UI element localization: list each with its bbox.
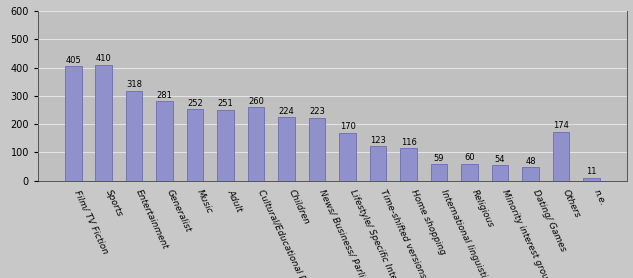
Bar	[217, 110, 234, 181]
Bar	[553, 131, 570, 181]
Text: 252: 252	[187, 99, 203, 108]
Bar	[187, 110, 203, 181]
Bar	[370, 146, 387, 181]
Bar	[95, 65, 112, 181]
Text: 48: 48	[525, 157, 536, 166]
Bar	[156, 101, 173, 181]
Text: 60: 60	[464, 153, 475, 162]
Bar	[400, 148, 417, 181]
Text: 223: 223	[309, 107, 325, 116]
Text: 11: 11	[586, 167, 597, 176]
Bar	[309, 118, 325, 181]
Bar	[65, 66, 82, 181]
Text: 59: 59	[434, 154, 444, 163]
Bar	[126, 91, 142, 181]
Text: 174: 174	[553, 121, 569, 130]
Bar	[339, 133, 356, 181]
Text: 123: 123	[370, 135, 386, 145]
Bar	[522, 167, 539, 181]
Text: 54: 54	[495, 155, 505, 164]
Bar	[248, 107, 265, 181]
Bar	[430, 164, 448, 181]
Bar	[583, 178, 600, 181]
Text: 405: 405	[65, 56, 81, 65]
Bar	[461, 164, 478, 181]
Text: 224: 224	[279, 107, 294, 116]
Text: 116: 116	[401, 138, 417, 147]
Text: 170: 170	[340, 122, 356, 131]
Text: 251: 251	[218, 99, 234, 108]
Text: 318: 318	[126, 80, 142, 90]
Text: 281: 281	[157, 91, 173, 100]
Bar	[278, 117, 295, 181]
Text: 260: 260	[248, 97, 264, 106]
Text: 410: 410	[96, 54, 111, 63]
Bar	[492, 165, 508, 181]
